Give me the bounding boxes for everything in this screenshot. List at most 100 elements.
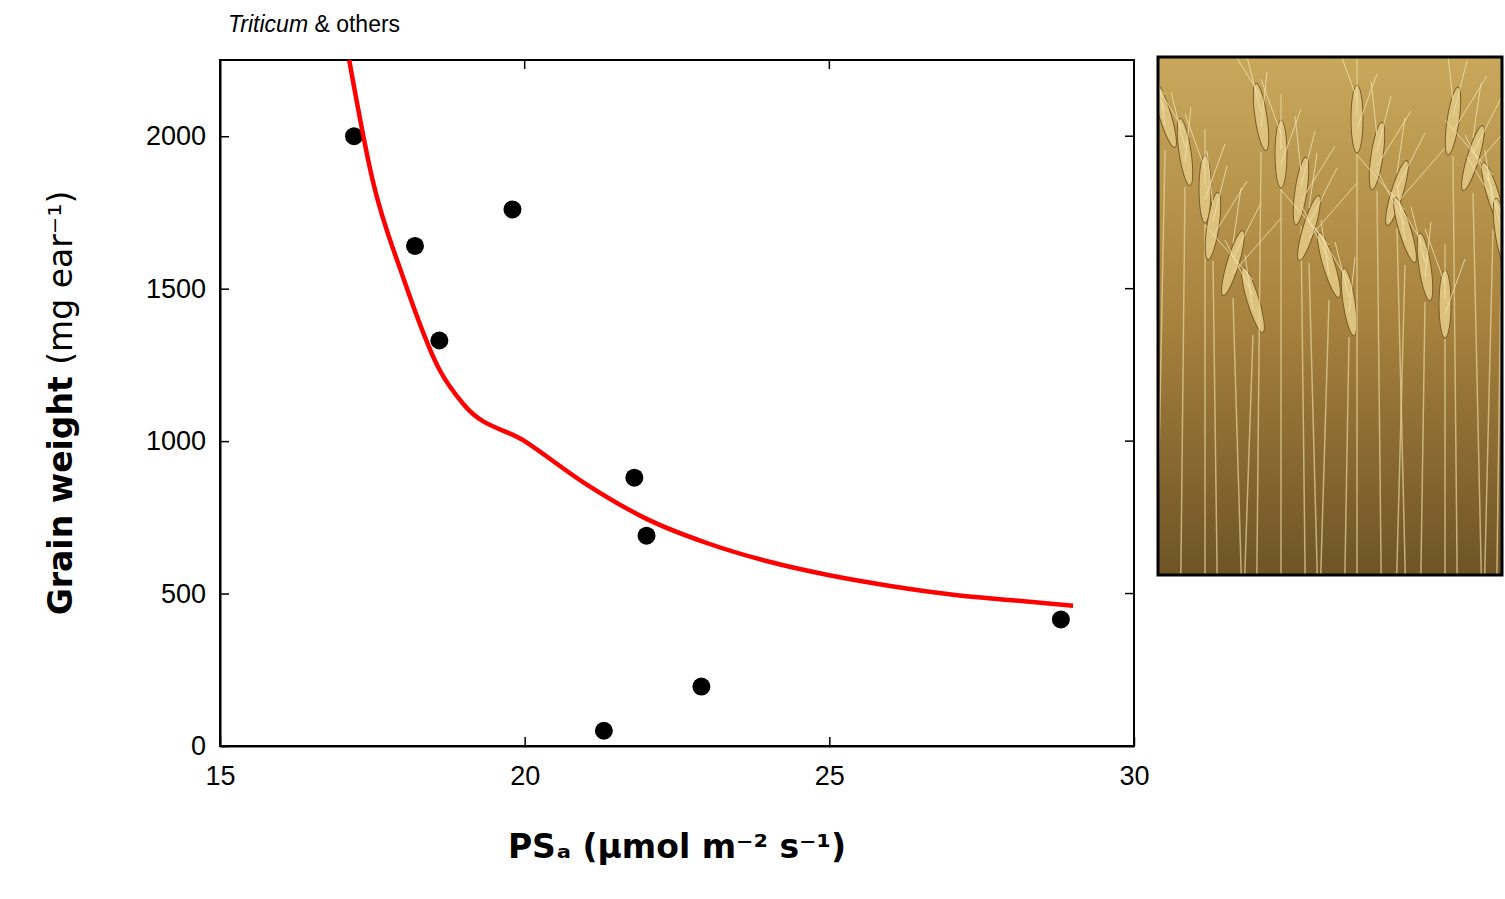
y-tick: 1000 [146,426,229,456]
photo-awn [1377,170,1405,225]
y-axis-line [220,61,222,747]
photo-stalk [1233,298,1241,575]
photo-awn [1467,157,1501,212]
x-top-tick-mark [219,60,221,69]
photo-awn [1465,135,1493,190]
y-right-tick-mark [1125,135,1134,137]
photo-ear [1174,117,1196,186]
photo-awn [1397,118,1405,173]
photo-awn [1261,72,1267,127]
photo-awn [1453,76,1487,131]
plot-frame [220,60,1134,746]
photo-ear [1237,266,1268,335]
y-tick-label: 2000 [146,121,206,151]
photo-stalk [1245,335,1253,575]
x-tick: 30 [1119,737,1149,791]
photo-stalk [1453,156,1457,575]
title: Triticum & others [228,11,400,37]
y-tick: 2000 [146,121,229,151]
chart: 152025300500100015002000Triticum & other… [0,0,1505,899]
x-tick: 20 [510,737,540,791]
data-point [503,200,521,218]
x-tick-label: 20 [510,761,540,791]
photo-awn [1397,148,1445,203]
y-right-tick-mark [1125,288,1134,290]
photo [1117,40,1505,580]
photo-awn [1349,257,1355,312]
photo-stalk [1204,224,1206,575]
photo-awn [1473,98,1501,153]
photo-awn [1295,116,1301,171]
photo-awn [1445,244,1446,299]
photo-stalk [1444,339,1446,575]
photo-awn [1391,192,1425,247]
photo-awn [1335,242,1349,297]
photo-awn [1225,240,1253,295]
photo-awn [1357,155,1405,210]
photo-awn [1309,153,1317,208]
photo-awn [1473,83,1481,138]
photo-ear [1366,121,1388,190]
photo-awn [1245,255,1253,310]
data-point [638,527,656,545]
y-tick-label: 500 [161,579,206,609]
photo-stalk [1473,193,1481,575]
y-tick-label: 1500 [146,274,206,304]
x-tick-label: 15 [205,761,235,791]
y-tick-mark [220,288,229,290]
photo-awn [1247,57,1261,112]
y-tick-mark [220,746,229,748]
photo-awn [1158,77,1185,132]
photo-ear [1250,82,1272,151]
fit-curve [349,60,1073,606]
photo-stalk [1397,228,1405,575]
x-tick-mark [1134,737,1136,746]
data-point [430,331,448,349]
photo-awn [1281,109,1301,164]
photo-stalk [1213,261,1217,575]
photo-stalk [1497,267,1501,575]
plot-area [345,60,1073,740]
photo-awn [1205,144,1225,199]
photo-ear [1414,232,1436,301]
y-tick-mark [220,136,229,138]
photo-awn [1337,57,1357,99]
photo-awn [1453,61,1467,116]
photo-awn [1447,57,1453,101]
photo-awn [1301,146,1335,201]
photo-awn [1213,166,1227,221]
photo-awn [1205,225,1253,280]
photo-frame [1158,57,1502,575]
data-point [625,469,643,487]
photo-awn [1309,168,1337,223]
photo-awn [1397,133,1425,188]
photo-awn [1377,96,1391,151]
photo-background [1158,57,1502,575]
y-tick-label: 1000 [146,426,206,456]
x-tick-label: 30 [1119,761,1149,791]
photo-stalk [1321,300,1329,575]
x-top-tick-mark [524,60,526,69]
mirror-ticks [220,60,1134,746]
x-axis-title: PSₐ (μmol m⁻² s⁻¹) [508,827,846,866]
photo-awn [1371,81,1377,136]
data-point [406,237,424,255]
photo-stalk [1485,230,1493,575]
photo-awn [1301,131,1315,186]
x-tick-mark [829,737,831,746]
photo-awn [1233,203,1261,258]
photo-stalk [1397,265,1405,575]
photo-awn [1261,79,1281,134]
photo-ear [1313,231,1344,300]
photo-stalk [1301,226,1305,575]
y-right-tick-mark [1125,440,1134,442]
photo-stalk [1356,154,1358,575]
photo-stalk [1345,337,1349,575]
photo-awn [1281,94,1282,149]
photo-awn [1185,107,1191,162]
photo-stalk [1280,189,1282,575]
x-top-tick-mark [1133,60,1135,69]
photo-awn [1213,181,1247,236]
photo-awn [1377,111,1411,166]
y-tick: 0 [191,731,229,761]
